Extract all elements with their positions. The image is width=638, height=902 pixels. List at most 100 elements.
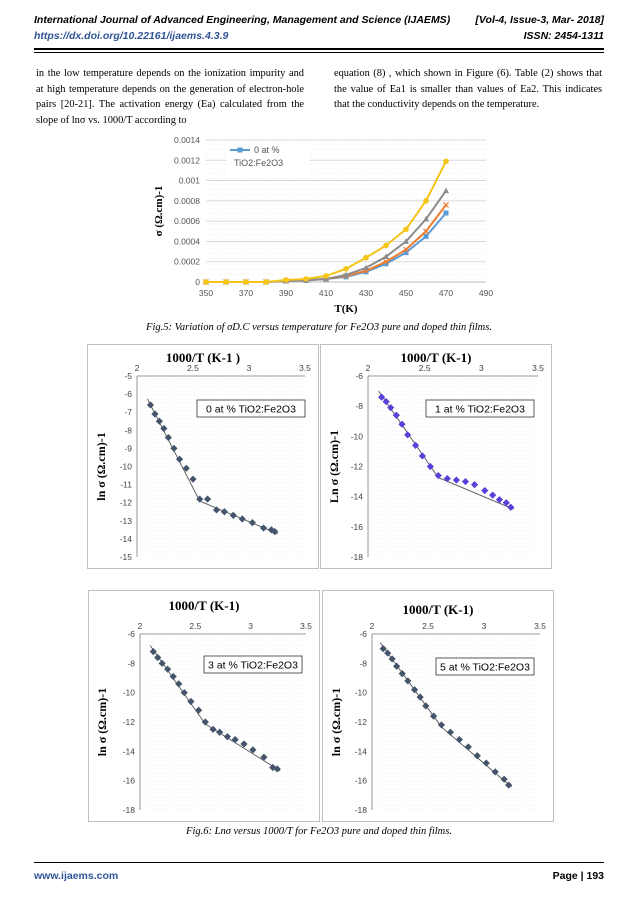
data-point xyxy=(203,279,209,285)
data-point xyxy=(423,198,429,204)
y-axis-label: ln σ (Ω.cm)-1 xyxy=(329,688,343,756)
data-point xyxy=(403,250,409,256)
footer-site-link[interactable]: www.ijaems.com xyxy=(34,870,119,882)
data-point xyxy=(426,462,434,471)
data-point xyxy=(443,158,449,165)
data-point xyxy=(383,258,389,265)
y-tick-label: 0 xyxy=(195,277,200,287)
data-point xyxy=(220,508,228,516)
x-tick-label: 3.5 xyxy=(300,621,312,631)
y-tick-label: 0.001 xyxy=(179,176,201,186)
y-tick-label: -8 xyxy=(127,658,135,668)
footer: www.ijaems.com Page | 193 xyxy=(34,870,604,882)
y-tick-label: -18 xyxy=(123,805,136,815)
data-point xyxy=(343,266,349,272)
panel-title: 1000/T (K-1) xyxy=(401,350,472,365)
y-tick-label: -18 xyxy=(355,805,368,815)
data-point xyxy=(383,242,389,249)
data-point xyxy=(259,524,268,532)
y-tick-label: -14 xyxy=(351,492,364,502)
x-tick-label: 470 xyxy=(439,288,453,298)
data-point xyxy=(240,740,248,748)
data-point xyxy=(410,686,419,694)
y-tick-label: -8 xyxy=(124,425,132,435)
y-tick-label: -9 xyxy=(124,443,132,453)
x-tick-label: 2 xyxy=(366,363,371,373)
y-tick-label: -12 xyxy=(120,498,133,508)
x-tick-label: 3 xyxy=(247,363,252,373)
y-tick-label: -12 xyxy=(355,717,368,727)
y-axis-label: ln σ (Ω.cm)-1 xyxy=(95,688,109,756)
x-tick-label: 2 xyxy=(138,621,143,631)
x-tick-label: 3 xyxy=(482,621,487,631)
x-tick-label: 2 xyxy=(135,363,140,373)
y-tick-label: 0.0014 xyxy=(174,135,200,145)
data-point xyxy=(182,464,190,472)
header-rule xyxy=(34,48,604,50)
data-point xyxy=(443,210,449,216)
series-label: 5 at % TiO2:Fe2O3 xyxy=(440,662,530,674)
data-point xyxy=(155,417,163,425)
data-point xyxy=(216,728,224,736)
x-tick-label: 2.5 xyxy=(187,363,199,373)
x-tick-label: 430 xyxy=(359,288,373,298)
fit-line-low-T xyxy=(438,477,514,510)
x-tick-label: 370 xyxy=(239,288,253,298)
fit-line-high-T xyxy=(379,642,442,728)
data-point xyxy=(187,697,195,706)
legend-marker xyxy=(237,147,243,153)
series-label: 3 at % TiO2:Fe2O3 xyxy=(208,660,298,672)
y-tick-label: -7 xyxy=(124,407,132,417)
y-tick-label: -16 xyxy=(123,776,136,786)
y-tick-label: -12 xyxy=(351,462,364,472)
y-tick-label: -18 xyxy=(351,552,364,562)
data-point xyxy=(303,276,309,282)
y-tick-label: -8 xyxy=(355,401,363,411)
data-point xyxy=(502,499,510,507)
y-tick-label: -15 xyxy=(120,552,133,562)
panel-frame xyxy=(322,590,554,822)
data-point xyxy=(403,226,409,233)
data-point xyxy=(195,706,203,714)
y-tick-label: -6 xyxy=(127,629,135,639)
series-label-box xyxy=(425,399,535,418)
y-tick-label: -14 xyxy=(123,746,136,756)
data-point xyxy=(423,233,429,239)
volume-info: [Vol-4, Issue-3, Mar- 2018] xyxy=(475,14,604,26)
doi-header: https://dx.doi.org/10.22161/ijaems.4.3.9… xyxy=(34,30,604,42)
y-tick-label: -12 xyxy=(123,717,136,727)
y-tick-label: 0.0002 xyxy=(174,257,200,267)
data-point xyxy=(403,246,409,253)
y-tick-label: -14 xyxy=(120,534,133,544)
x-tick-label: 2.5 xyxy=(419,363,431,373)
data-point xyxy=(212,506,221,514)
y-axis-label: σ (Ω.cm)-1 xyxy=(153,186,165,237)
journal-title: International Journal of Advanced Engine… xyxy=(34,14,451,26)
figure-6b-chart: 1000/T (K-1) 2 2.5 3 3.5 -6 -8 -10 -12 -14 -16 -18 L… xyxy=(320,344,552,569)
figure-6-caption: Fig.6: Lnσ versus 1000/T for Fe2O3 pure … xyxy=(186,826,452,837)
doi-link[interactable]: https://dx.doi.org/10.22161/ijaems.4.3.9 xyxy=(34,30,229,42)
issn: ISSN: 2454-1311 xyxy=(523,30,604,42)
data-point xyxy=(398,420,406,428)
body-text-right: equation (8) , which shown in Figure (6)… xyxy=(334,68,602,111)
y-tick-label: -6 xyxy=(124,389,132,399)
y-tick-label: -14 xyxy=(355,746,368,756)
y-tick-label: -10 xyxy=(120,462,133,472)
x-tick-label: 490 xyxy=(479,288,493,298)
series-label: 0 at % TiO2:Fe2O3 xyxy=(206,404,296,416)
y-tick-label: 0.0006 xyxy=(174,216,200,226)
data-point xyxy=(443,187,449,194)
x-tick-label: 410 xyxy=(319,288,333,298)
series-label-box xyxy=(196,399,306,418)
data-point xyxy=(201,718,209,726)
y-tick-label: -6 xyxy=(359,629,367,639)
data-point xyxy=(403,238,409,244)
y-tick-label: -16 xyxy=(351,522,364,532)
figure-5-chart: 0 0.0002 0.0004 0.0006 0.0008 0.001 0.0012 0.00… xyxy=(153,135,493,315)
data-point xyxy=(423,215,429,222)
legend-label: 0 at % xyxy=(254,145,280,155)
data-point xyxy=(169,672,177,681)
x-tick-label: 3.5 xyxy=(534,621,546,631)
data-point xyxy=(393,662,401,670)
data-point xyxy=(363,264,369,271)
